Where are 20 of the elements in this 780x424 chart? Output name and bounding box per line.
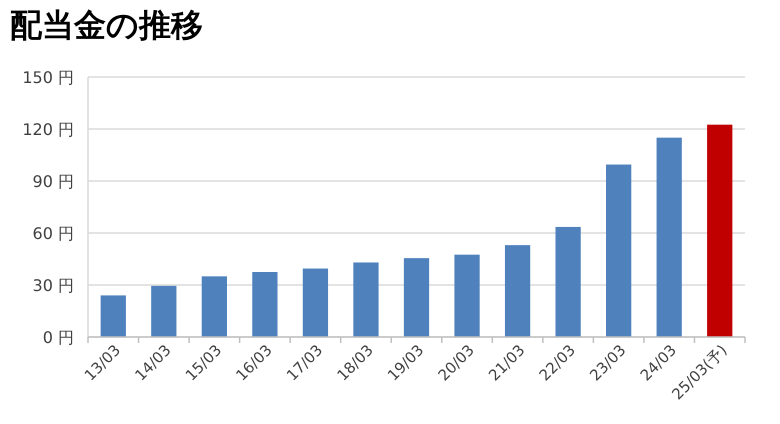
- bar: [202, 276, 227, 337]
- y-tick-label: 60 円: [32, 224, 74, 243]
- y-tick-label: 0 円: [42, 328, 74, 347]
- bar: [606, 164, 632, 337]
- bar: [555, 226, 581, 337]
- bar: [100, 295, 126, 337]
- y-tick-label: 90 円: [32, 172, 74, 191]
- bar: [707, 124, 732, 337]
- bar: [302, 268, 328, 337]
- y-tick-label: 120 円: [22, 120, 74, 139]
- bar: [353, 262, 379, 337]
- chart-title: 配当金の推移: [10, 6, 203, 44]
- bar: [656, 138, 682, 337]
- y-tick-label: 150 円: [22, 68, 74, 87]
- bar: [454, 254, 480, 337]
- bar: [504, 245, 530, 337]
- bar: [151, 286, 176, 337]
- y-tick-label: 30 円: [32, 276, 74, 295]
- bar: [252, 272, 278, 337]
- bar: [404, 258, 430, 337]
